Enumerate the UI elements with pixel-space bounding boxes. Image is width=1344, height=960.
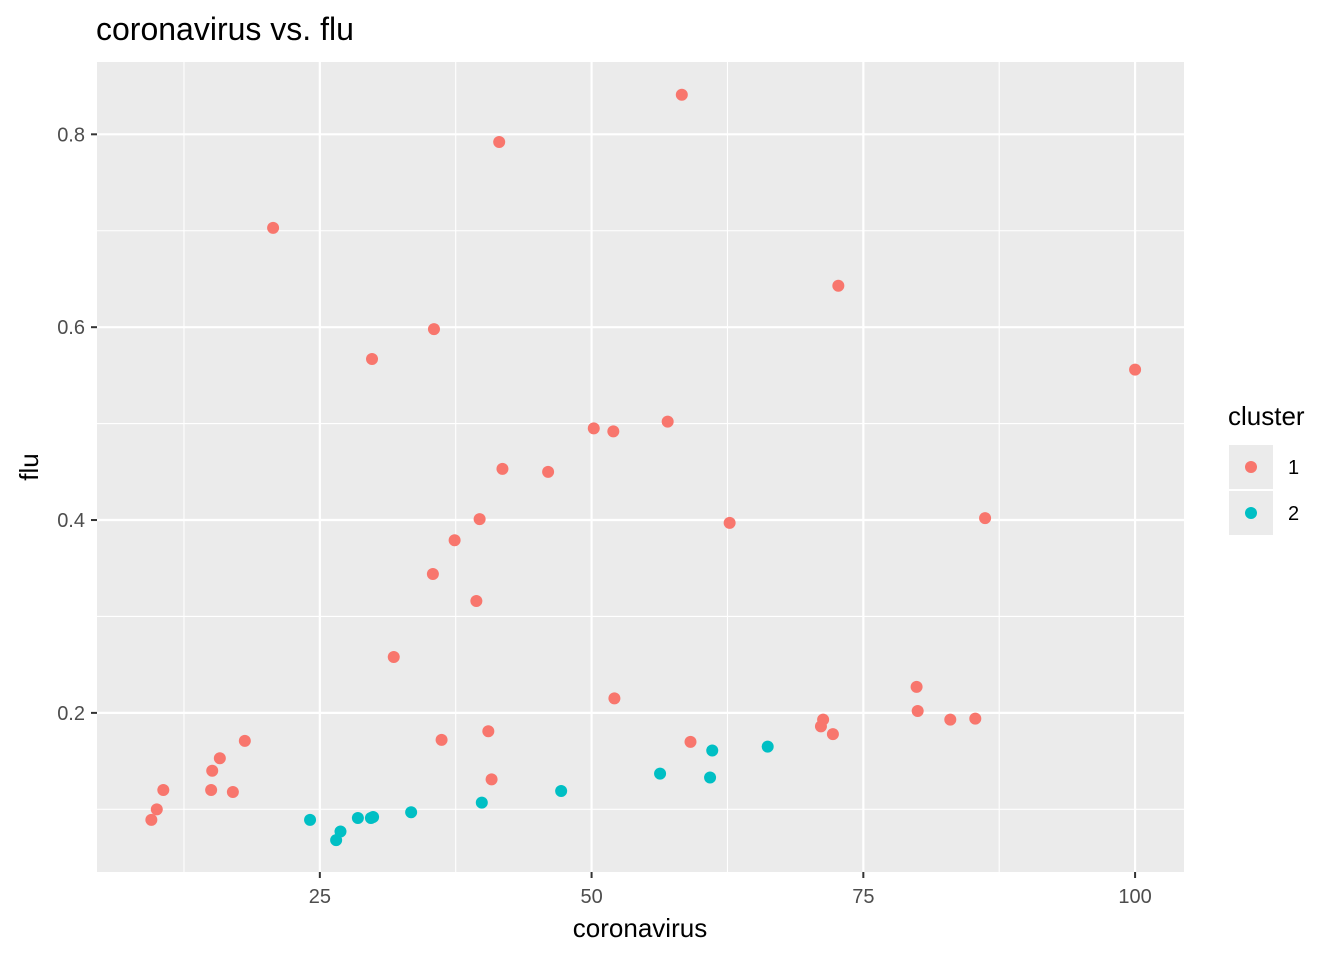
point-cluster-1-6 — [226, 785, 239, 798]
point-cluster-1-15 — [470, 595, 483, 608]
point-cluster-1-20 — [496, 462, 509, 475]
point-cluster-1-18 — [485, 773, 498, 786]
point-cluster-2-3 — [351, 812, 364, 824]
legend-key-2 — [1245, 507, 1257, 519]
point-cluster-2-6 — [405, 806, 418, 819]
point-cluster-1-35 — [944, 713, 957, 726]
point-cluster-1-36 — [969, 712, 982, 725]
plot-panel — [97, 62, 1184, 872]
point-cluster-1-38 — [1129, 363, 1142, 376]
point-cluster-1-11 — [426, 568, 439, 581]
point-cluster-1-23 — [607, 425, 620, 438]
point-cluster-1-14 — [448, 534, 461, 547]
x-tick-label-0: 25 — [309, 886, 331, 908]
point-cluster-1-9 — [366, 353, 379, 365]
legend-label-2: 2 — [1288, 503, 1299, 525]
point-cluster-1-13 — [435, 733, 448, 746]
point-cluster-2-8 — [555, 785, 568, 797]
y-tick-label-0: 0.2 — [57, 703, 85, 725]
point-cluster-1-32 — [832, 279, 845, 292]
x-tick-label-2: 75 — [852, 886, 874, 908]
point-cluster-2-12 — [761, 740, 774, 753]
point-cluster-1-22 — [587, 422, 600, 435]
point-cluster-1-10 — [387, 650, 400, 663]
legend: cluster 1 2 — [1228, 401, 1305, 535]
x-tick-label-3: 100 — [1118, 886, 1151, 908]
point-cluster-1-1 — [150, 803, 163, 816]
point-cluster-1-12 — [427, 323, 440, 336]
point-cluster-1-17 — [482, 725, 495, 738]
point-cluster-1-16 — [473, 513, 486, 526]
grid-minor — [97, 62, 1184, 872]
point-cluster-1-34 — [911, 704, 924, 717]
point-cluster-1-7 — [238, 734, 251, 747]
point-cluster-1-33 — [910, 680, 923, 693]
grid-major — [97, 62, 1184, 872]
x-axis-ticks: 25 50 75 100 — [309, 872, 1152, 908]
point-cluster-1-8 — [267, 221, 280, 234]
point-cluster-1-4 — [206, 764, 219, 777]
x-axis-title: coronavirus — [573, 913, 707, 943]
point-cluster-1-24 — [608, 692, 621, 705]
point-cluster-1-0 — [145, 813, 158, 826]
point-cluster-1-31 — [826, 728, 839, 741]
x-tick-label-1: 50 — [580, 886, 602, 908]
point-cluster-1-2 — [157, 784, 170, 797]
legend-label-1: 1 — [1288, 457, 1299, 479]
point-cluster-2-0 — [304, 813, 317, 826]
point-cluster-2-9 — [654, 767, 667, 780]
point-cluster-1-27 — [684, 735, 697, 748]
point-cluster-2-7 — [475, 796, 488, 809]
y-tick-label-2: 0.6 — [57, 317, 85, 339]
point-cluster-1-21 — [542, 465, 555, 478]
chart-title: coronavirus vs. flu — [96, 11, 354, 47]
point-cluster-1-5 — [213, 752, 226, 765]
y-tick-label-3: 0.8 — [57, 124, 85, 146]
y-axis-title: flu — [14, 453, 44, 480]
legend-key-1 — [1245, 461, 1257, 473]
point-cluster-2-2 — [334, 825, 347, 838]
point-cluster-1-28 — [723, 516, 736, 529]
point-cluster-1-26 — [675, 88, 688, 101]
point-cluster-2-10 — [704, 771, 717, 784]
point-cluster-1-37 — [979, 512, 992, 525]
point-cluster-1-3 — [205, 784, 218, 797]
y-tick-label-1: 0.4 — [57, 510, 85, 532]
data-points — [145, 88, 1142, 847]
point-cluster-1-30 — [817, 713, 830, 726]
point-cluster-1-25 — [661, 415, 674, 428]
point-cluster-2-5 — [367, 811, 380, 824]
y-axis-ticks: 0.2 0.4 0.6 0.8 — [57, 124, 97, 725]
point-cluster-2-11 — [706, 744, 719, 757]
point-cluster-1-19 — [493, 136, 506, 149]
legend-title: cluster — [1228, 401, 1305, 431]
